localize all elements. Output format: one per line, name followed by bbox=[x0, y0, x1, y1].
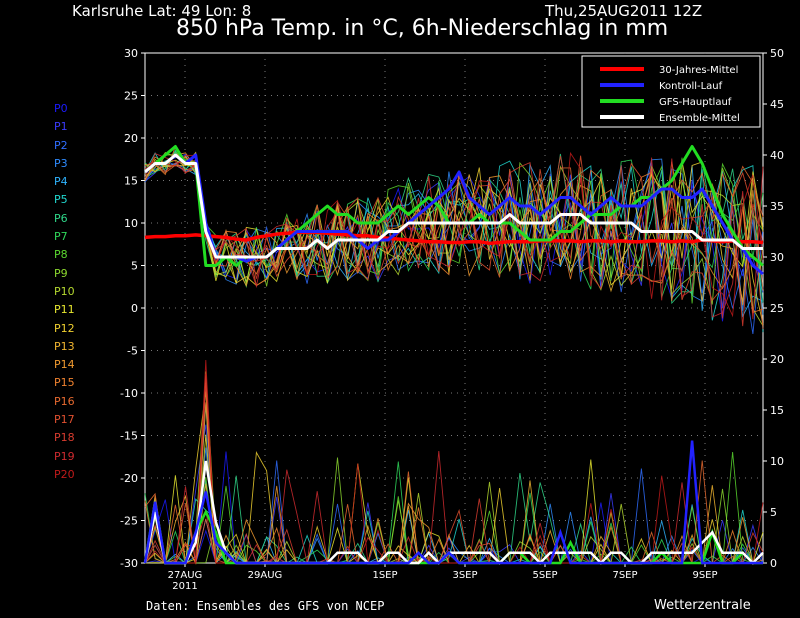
x-tick-label: 5SEP bbox=[532, 570, 557, 581]
legend-label: 30-Jahres-Mittel bbox=[659, 65, 738, 76]
member-precip-line-p8 bbox=[144, 451, 763, 565]
y-right-tick-label: 0 bbox=[770, 557, 777, 570]
x-tick-label: 7SEP bbox=[612, 570, 637, 581]
member-precip-line-p11 bbox=[144, 434, 764, 564]
member-label-p15: P15 bbox=[54, 376, 75, 390]
y-right-tick-label: 10 bbox=[770, 455, 784, 468]
member-label-p19: P19 bbox=[54, 449, 75, 463]
y-right-tick-label: 25 bbox=[770, 302, 784, 315]
temp-line-30-jahres-mittel bbox=[144, 230, 764, 246]
member-precip-line-p1 bbox=[144, 424, 764, 565]
member-precip-line-p17 bbox=[144, 384, 763, 565]
member-label-p16: P16 bbox=[54, 394, 75, 408]
member-label-p2: P2 bbox=[54, 138, 68, 152]
member-temp-line-p0 bbox=[144, 156, 764, 322]
y-left-tick-label: 25 bbox=[124, 90, 138, 103]
data-source: Daten: Ensembles des GFS von NCEP bbox=[146, 599, 385, 613]
member-label-p17: P17 bbox=[54, 413, 75, 427]
member-precip-line-p9 bbox=[144, 457, 763, 565]
y-left-tick-label: 20 bbox=[124, 132, 138, 145]
member-label-p7: P7 bbox=[54, 230, 68, 244]
y-left-tick-label: 10 bbox=[124, 217, 138, 230]
y-left-tick-label: 0 bbox=[131, 302, 138, 315]
member-label-p8: P8 bbox=[54, 248, 68, 262]
y-right-tick-label: 50 bbox=[770, 47, 784, 60]
y-right-tick-label: 20 bbox=[770, 353, 784, 366]
y-left-tick-label: 30 bbox=[124, 47, 138, 60]
legend-label: GFS-Hauptlauf bbox=[659, 97, 732, 108]
location-header: Karlsruhe Lat: 49 Lon: 8 bbox=[72, 2, 252, 20]
member-label-p11: P11 bbox=[54, 303, 75, 317]
y-left-tick-label: -25 bbox=[120, 515, 138, 528]
temp-line-ensemble-mittel bbox=[144, 153, 763, 259]
y-left-tick-label: 5 bbox=[131, 260, 138, 273]
member-precip-line-p3 bbox=[144, 447, 764, 564]
member-label-p18: P18 bbox=[54, 431, 75, 445]
member-label-p5: P5 bbox=[54, 193, 68, 207]
member-label-p20: P20 bbox=[54, 467, 75, 481]
y-right-tick-label: 30 bbox=[770, 251, 784, 264]
x-tick-label: 1SEP bbox=[372, 570, 397, 581]
member-label-p1: P1 bbox=[54, 120, 68, 134]
legend-label: Ensemble-Mittel bbox=[659, 113, 740, 124]
member-label-p9: P9 bbox=[54, 266, 68, 280]
member-label-p13: P13 bbox=[54, 339, 75, 353]
x-tick-label: 27AUG bbox=[168, 570, 203, 581]
member-precip-line-p20 bbox=[144, 359, 764, 565]
member-precip-line-p0 bbox=[144, 451, 763, 564]
chart-title: 850 hPa Temp. in °C, 6h-Niederschlag in … bbox=[176, 16, 669, 41]
member-temp-line-p16 bbox=[144, 163, 764, 287]
x-tick-label: 9SEP bbox=[692, 570, 717, 581]
y-left-tick-label: -20 bbox=[120, 472, 138, 485]
y-left-tick-label: -10 bbox=[120, 387, 138, 400]
y-left-tick-label: -15 bbox=[120, 430, 138, 443]
y-right-tick-label: 15 bbox=[770, 404, 784, 417]
y-right-tick-label: 40 bbox=[770, 149, 784, 162]
member-label-p12: P12 bbox=[54, 321, 75, 335]
member-label-p10: P10 bbox=[54, 284, 75, 298]
member-label-p0: P0 bbox=[54, 102, 68, 115]
member-label-p14: P14 bbox=[54, 358, 75, 372]
temp-line-kontroll-lauf bbox=[144, 153, 764, 276]
y-left-tick-label: -5 bbox=[127, 345, 138, 358]
y-right-tick-label: 5 bbox=[770, 506, 777, 519]
brand-label: Wetterzentrale bbox=[654, 598, 751, 613]
precip-line-kontroll-lauf bbox=[143, 440, 763, 565]
member-label-p3: P3 bbox=[54, 156, 68, 170]
member-precip-line-p14 bbox=[144, 377, 763, 565]
y-left-tick-label: -30 bbox=[120, 557, 138, 570]
member-label-p4: P4 bbox=[54, 175, 68, 189]
run-date: Thu,25AUG2011 12Z bbox=[545, 2, 703, 20]
legend-label: Kontroll-Lauf bbox=[659, 81, 723, 92]
ensemble-member-list: P0 P1 P2 P3 P4 P5 P6 P7 P8 P9 P10 P11 P12 P13 P14 P15 P1… bbox=[54, 100, 75, 484]
y-left-tick-label: 15 bbox=[124, 175, 138, 188]
x-tick-label: 2011 bbox=[172, 581, 197, 592]
y-right-tick-label: 35 bbox=[770, 200, 784, 213]
y-right-tick-label: 45 bbox=[770, 98, 784, 111]
member-precip-line-p7 bbox=[144, 376, 763, 565]
x-tick-label: 3SEP bbox=[452, 570, 477, 581]
member-label-p6: P6 bbox=[54, 211, 68, 225]
x-tick-label: 29AUG bbox=[248, 570, 283, 581]
